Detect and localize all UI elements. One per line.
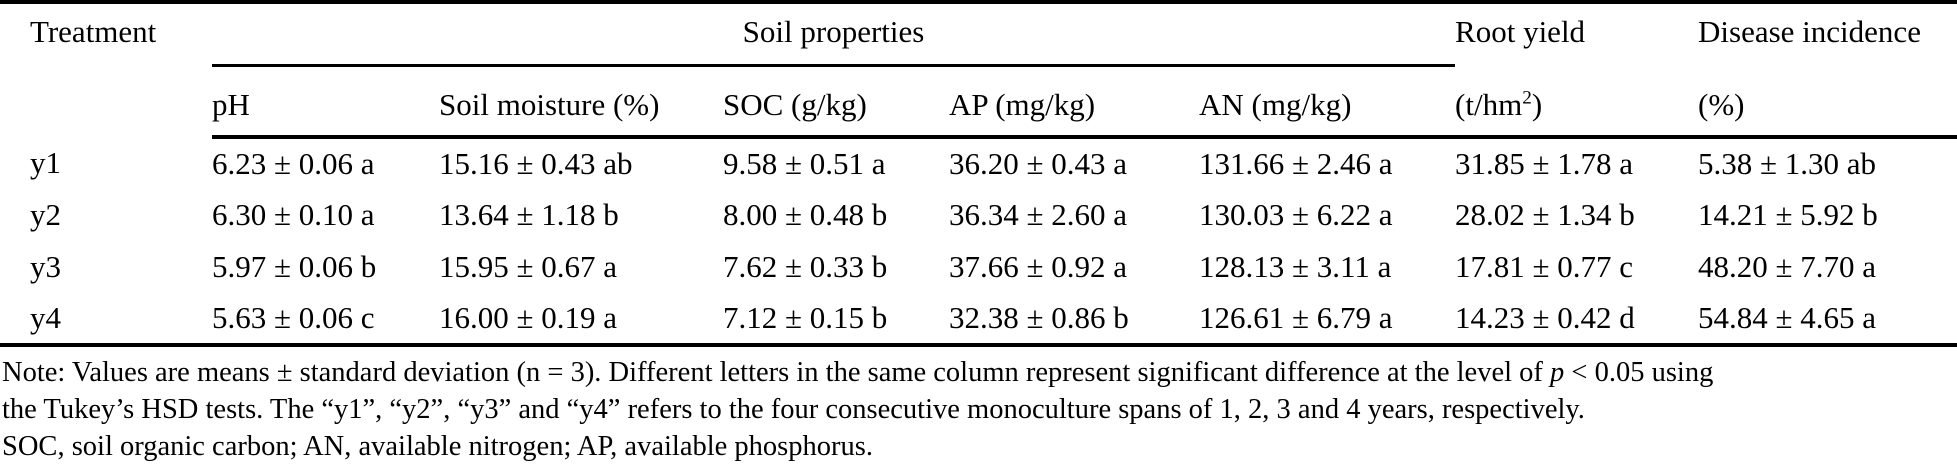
header-unit-row: pH Soil moisture (%) SOC (g/kg) AP (mg/k… [0,65,1957,139]
root-yield-unit-close: ) [1531,87,1543,122]
col-group-soil-properties: Soil properties [212,0,1456,67]
cell-disease-incidence: 14.21 ± 5.92 b [1698,197,1878,232]
col-header-ap: AP (mg/kg) [949,65,1199,139]
note-text-segment: SOC, soil organic carbon; AN, available … [2,431,873,462]
col-header-disease-incidence-unit: (%) [1698,65,1957,139]
table-row: y4 5.63 ± 0.06 c 16.00 ± 0.19 a 7.12 ± 0.15… [0,293,1957,347]
note-text-segment: Note: Values are means ± standard deviat… [2,357,1551,388]
cell-an: 128.13 ± 3.11 a [1199,249,1392,284]
table-row: y2 6.30 ± 0.10 a 13.64 ± 1.18 b 8.00 ± 0.48… [0,189,1957,241]
note-text-segment: < 0.05 using [1564,357,1714,388]
note: Note: Values are means ± standard deviat… [0,354,1957,465]
cell-soil-moisture: 15.95 ± 0.67 a [439,249,618,284]
header-group-row: Treatment Soil properties Root yield Dis… [0,0,1957,137]
cell-soc: 8.00 ± 0.48 b [723,197,888,232]
col-header-an: AN (mg/kg) [1199,65,1456,139]
table-body: y1 6.23 ± 0.06 a 15.16 ± 0.43 ab 9.58 ± 0.5… [0,137,1957,347]
cell-treatment: y1 [30,145,61,180]
cell-root-yield: 28.02 ± 1.34 b [1455,197,1635,232]
cell-disease-incidence: 48.20 ± 7.70 a [1698,249,1877,284]
table-row: y3 5.97 ± 0.06 b 15.95 ± 0.67 a 7.62 ± 0.33… [0,241,1957,293]
col-header-root-yield: Root yield [1455,0,1699,65]
cell-soc: 7.12 ± 0.15 b [723,293,949,347]
cell-soil-moisture: 13.64 ± 1.18 b [439,197,619,232]
cell-root-yield: 14.23 ± 0.42 d [1455,293,1699,347]
table-header: Treatment Soil properties Root yield Dis… [0,0,1957,139]
cell-an: 131.66 ± 2.46 a [1199,146,1393,181]
cell-ap: 32.38 ± 0.86 b [949,293,1199,347]
cell-an: 130.03 ± 6.22 a [1199,197,1393,232]
note-text-segment: the Tukey’s HSD tests. The “y1”, “y2”, “… [2,394,1585,425]
note-line: Note: Values are means ± standard deviat… [2,354,1957,391]
col-header-root-yield-unit: (t/hm2) [1455,65,1699,139]
cell-treatment: y2 [30,197,61,232]
note-italic-segment: p [1550,357,1565,388]
cell-treatment: y4 [0,293,212,347]
col-header-treatment: Treatment [0,0,212,137]
cell-an: 126.61 ± 6.79 a [1199,293,1456,347]
col-header-ph: pH [212,65,439,139]
col-header-soil-moisture: Soil moisture (%) [439,65,723,139]
cell-soc: 7.62 ± 0.33 b [723,249,888,284]
cell-ap: 36.20 ± 0.43 a [949,146,1128,181]
cell-ap: 36.34 ± 2.60 a [949,197,1128,232]
root-yield-unit-text: (t/hm [1455,87,1523,122]
col-header-soc: SOC (g/kg) [723,65,949,139]
cell-treatment: y3 [30,249,61,284]
soil-properties-table: Treatment Soil properties Root yield Dis… [0,0,1957,347]
col-header-disease-incidence: Disease incidence [1698,0,1957,65]
cell-soc: 9.58 ± 0.51 a [723,146,886,181]
note-line: SOC, soil organic carbon; AN, available … [2,428,1957,465]
cell-ph: 6.30 ± 0.10 a [212,197,375,232]
cell-ph: 5.97 ± 0.06 b [212,249,377,284]
cell-disease-incidence: 54.84 ± 4.65 a [1698,293,1957,347]
cell-root-yield: 31.85 ± 1.78 a [1455,146,1634,181]
cell-soil-moisture: 15.16 ± 0.43 ab [439,146,633,181]
cell-disease-incidence: 5.38 ± 1.30 ab [1698,146,1877,181]
root-yield-unit-superscript: 2 [1522,87,1532,109]
cell-root-yield: 17.81 ± 0.77 c [1455,249,1634,284]
cell-ap: 37.66 ± 0.92 a [949,249,1128,284]
note-line: the Tukey’s HSD tests. The “y1”, “y2”, “… [2,391,1957,428]
cell-ph: 6.23 ± 0.06 a [212,146,375,181]
cell-ph: 5.63 ± 0.06 c [212,293,439,347]
cell-soil-moisture: 16.00 ± 0.19 a [439,293,723,347]
table-row: y1 6.23 ± 0.06 a 15.16 ± 0.43 ab 9.58 ± 0.5… [0,137,1957,189]
